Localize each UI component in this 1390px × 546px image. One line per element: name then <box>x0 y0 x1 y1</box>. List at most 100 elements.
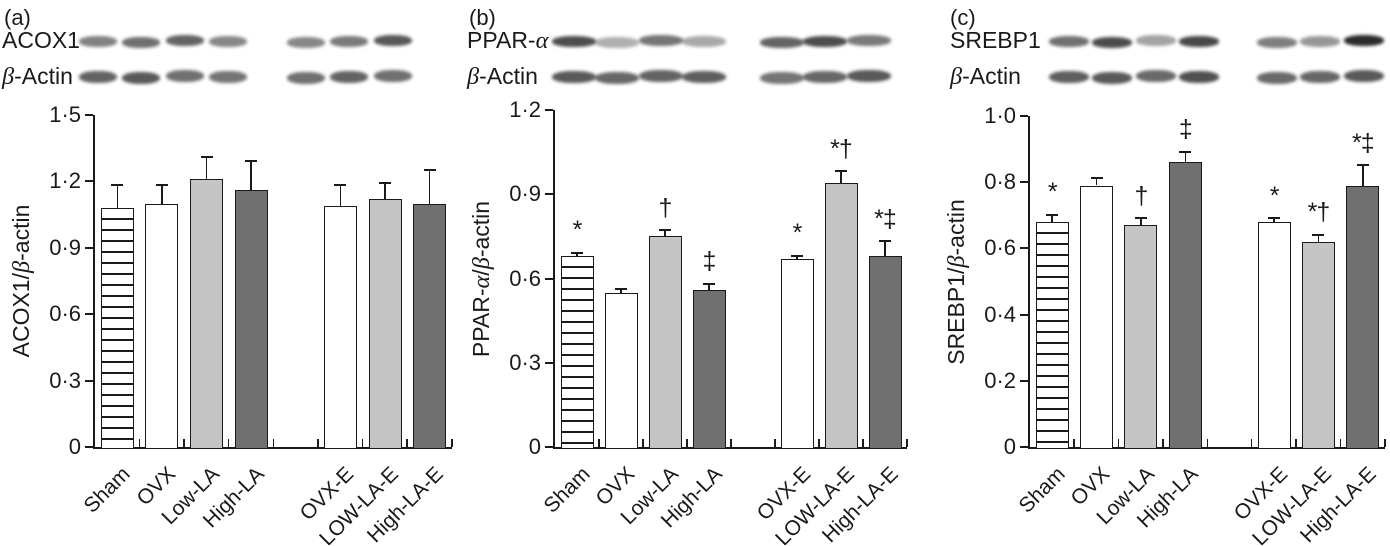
y-tick-label: 0·3 <box>49 367 81 393</box>
blot-band <box>1179 35 1220 47</box>
error-bar <box>339 185 342 206</box>
label-text: SREBP1 <box>950 27 1041 53</box>
error-bar <box>428 170 431 204</box>
blot-band <box>1092 72 1133 84</box>
y-tick-label: 0·6 <box>49 301 81 327</box>
x-axis-tick <box>642 439 644 447</box>
x-axis-tick <box>1073 439 1075 447</box>
error-bar-cap <box>571 251 583 254</box>
x-axis-tick <box>598 439 600 447</box>
blot-band <box>330 35 369 47</box>
y-axis-title: PPAR-α/β-actin <box>468 200 496 356</box>
panel-a-letter: (a) <box>4 5 31 30</box>
bar-low-la <box>648 236 682 449</box>
error-bar-cap <box>1268 217 1281 220</box>
y-axis-tick <box>1020 313 1028 316</box>
x-axis-tick <box>1339 439 1342 447</box>
bar-high-la-e <box>1346 185 1380 449</box>
significance-marker: *‡ <box>1351 128 1375 157</box>
y-axis-tick <box>85 246 93 249</box>
x-axis-tick <box>1384 439 1386 447</box>
x-axis <box>553 447 907 449</box>
bar-high-la-e <box>868 256 902 449</box>
significance-marker: *† <box>1307 198 1331 227</box>
x-category-label: Sham <box>1014 462 1070 518</box>
label-text: PPAR- <box>467 27 536 53</box>
y-tick-label: 0·4 <box>984 301 1016 327</box>
y-axis-tick <box>545 446 553 448</box>
blot-band <box>209 35 248 47</box>
label-text: / <box>468 268 494 276</box>
blot-band <box>165 34 204 46</box>
y-tick-label: 0·3 <box>509 349 541 375</box>
greek-letter: α <box>468 275 495 288</box>
error-bar-cap <box>200 155 213 158</box>
y-axis <box>1028 116 1030 449</box>
error-bar-cap <box>423 168 436 171</box>
blot-band <box>373 70 412 82</box>
blot-band <box>551 35 596 47</box>
error-bar <box>1273 218 1275 222</box>
blot-row-label: PPAR-α <box>467 27 548 55</box>
significance-marker: ‡ <box>702 247 717 276</box>
bar-sham <box>100 207 134 449</box>
error-bar-cap <box>879 240 891 243</box>
x-axis-tick <box>686 439 688 447</box>
label-text: PPAR- <box>468 287 494 357</box>
blot-band <box>1256 72 1297 84</box>
y-axis-tick <box>85 313 93 316</box>
blot-band <box>595 36 640 48</box>
blot-row-label: SREBP1 <box>950 27 1041 54</box>
y-axis-tick <box>1020 115 1028 117</box>
blot-band <box>551 71 596 83</box>
x-category-label: Sham <box>539 462 595 518</box>
error-bar-cap <box>835 170 847 173</box>
blot-band <box>682 35 727 47</box>
error-bar <box>1095 178 1098 186</box>
error-bar-cap <box>379 182 392 185</box>
y-tick-label: 1·2 <box>509 97 541 122</box>
y-axis-tick <box>545 193 553 196</box>
y-axis-tick <box>85 114 93 116</box>
panel-c: (c) SREBP1 β-Actin 0 0·2 0·4 0·6 0·8 1·0 SREBP1/… <box>920 0 1390 546</box>
blot-band <box>330 71 369 83</box>
error-bar <box>840 171 842 183</box>
blot-band <box>122 72 161 84</box>
y-tick-label: 0·2 <box>984 367 1016 393</box>
bar-ovx <box>145 203 179 449</box>
bar-sham <box>560 256 594 449</box>
y-tick-label: 0 <box>528 434 541 459</box>
greek-letter: β <box>467 63 480 90</box>
x-axis-tick <box>862 439 864 447</box>
bar-low-la-e <box>1301 241 1335 449</box>
blot-band <box>1343 34 1384 46</box>
x-axis-tick <box>1206 439 1209 447</box>
greek-letter: β <box>468 256 495 269</box>
bar-low-la-e <box>368 199 402 449</box>
blot-band <box>846 34 891 46</box>
y-axis-tick <box>1020 247 1028 250</box>
error-bar-cap <box>1312 233 1325 236</box>
y-axis-tick <box>545 109 553 111</box>
significance-marker: * <box>1269 181 1280 210</box>
blot-band <box>1343 70 1384 82</box>
y-tick-label: 0·9 <box>509 181 541 207</box>
label-text: -actin <box>943 198 969 255</box>
y-axis-tick <box>545 361 553 364</box>
bar-ovx-e <box>1257 221 1291 449</box>
blot-band <box>1048 35 1089 47</box>
blot-band <box>759 36 804 48</box>
error-bar <box>1317 235 1320 242</box>
significance-marker: * <box>792 219 803 248</box>
blot-band <box>286 36 325 48</box>
significance-marker: * <box>1047 178 1058 207</box>
blot-band <box>1300 71 1341 83</box>
label-text: -actin <box>8 204 34 261</box>
x-axis-tick <box>774 439 776 447</box>
blot-band <box>1048 71 1089 83</box>
blot-band <box>595 72 640 84</box>
blot-band <box>1135 34 1176 46</box>
greek-letter: β <box>2 63 15 90</box>
bar-ovx-e <box>780 258 814 449</box>
